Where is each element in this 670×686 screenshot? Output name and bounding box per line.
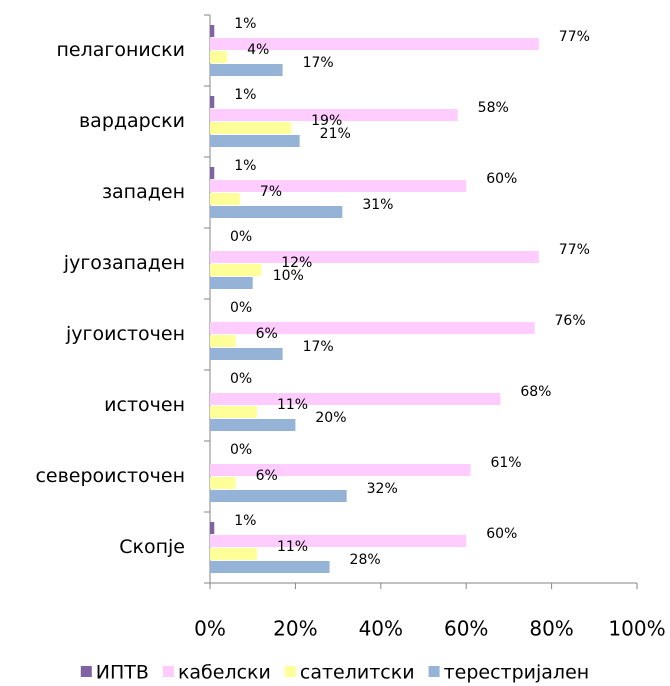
data-label: 21% — [320, 126, 351, 142]
y-tick-label: југоисточен — [65, 323, 185, 345]
bar — [210, 522, 215, 534]
data-label: 1% — [234, 158, 256, 174]
data-label: 4% — [247, 42, 269, 58]
data-label: 1% — [234, 513, 256, 529]
data-label: 60% — [486, 526, 517, 542]
data-label: 28% — [350, 552, 381, 568]
bar — [210, 490, 347, 502]
legend-label: кабелски — [178, 662, 271, 684]
data-label: 6% — [256, 326, 278, 342]
y-tick-label: југозападен — [63, 252, 185, 274]
data-label: 61% — [490, 455, 521, 471]
data-label: 58% — [478, 100, 509, 116]
x-tick-label: 40% — [359, 617, 403, 641]
data-label: 60% — [486, 171, 517, 187]
data-label: 1% — [234, 87, 256, 103]
bar — [210, 135, 300, 147]
data-label: 77% — [559, 29, 590, 45]
data-label: 1% — [234, 16, 256, 32]
data-label: 0% — [230, 442, 252, 458]
legend-swatch — [162, 666, 174, 677]
bar — [210, 38, 539, 50]
bar — [210, 264, 262, 276]
data-label: 32% — [367, 481, 398, 497]
data-label: 0% — [230, 229, 252, 245]
x-tick-label: 60% — [444, 617, 488, 641]
bar — [210, 193, 240, 205]
bar — [210, 419, 296, 431]
bar — [210, 64, 283, 76]
bar — [210, 25, 215, 37]
y-tick-label: западен — [102, 181, 185, 203]
bar — [210, 322, 535, 334]
data-label: 31% — [362, 197, 393, 213]
bar — [210, 96, 215, 108]
legend-label: сателитски — [300, 662, 415, 684]
data-label: 0% — [230, 371, 252, 387]
data-label: 20% — [315, 410, 346, 426]
bar — [210, 277, 253, 289]
bar — [210, 206, 343, 218]
data-label: 10% — [273, 268, 304, 284]
legend-swatch — [428, 666, 440, 677]
data-label: 19% — [311, 113, 342, 129]
bar — [210, 167, 215, 179]
data-label: 77% — [559, 242, 590, 258]
data-label: 11% — [277, 397, 308, 413]
data-label: 7% — [260, 184, 282, 200]
y-tick-label: вардарски — [79, 110, 185, 132]
x-tick-label: 100% — [608, 617, 665, 641]
bar — [210, 477, 236, 489]
bar — [210, 51, 228, 63]
legend-label: ИПТВ — [96, 662, 149, 684]
data-label: 6% — [256, 468, 278, 484]
y-tick-label: пелагониски — [56, 39, 185, 61]
y-tick-label: Скопје — [119, 536, 185, 558]
bar — [210, 335, 236, 347]
bar — [210, 109, 458, 121]
bar — [210, 548, 257, 560]
x-tick-label: 80% — [529, 617, 573, 641]
data-label: 0% — [230, 300, 252, 316]
legend-label: терестријален — [444, 662, 590, 684]
data-label: 12% — [281, 255, 312, 271]
bar — [210, 251, 539, 263]
bar — [210, 180, 467, 192]
bar — [210, 122, 292, 134]
legend-swatch — [80, 666, 92, 677]
bar — [210, 348, 283, 360]
y-tick-label: североисточен — [35, 465, 185, 487]
x-tick-label: 20% — [273, 617, 317, 641]
y-tick-label: источен — [104, 394, 185, 416]
bar — [210, 406, 257, 418]
bar — [210, 464, 471, 476]
data-label: 68% — [520, 384, 551, 400]
data-label: 11% — [277, 539, 308, 555]
legend-swatch — [284, 666, 296, 677]
data-label: 76% — [555, 313, 586, 329]
bar — [210, 535, 467, 547]
bar — [210, 393, 501, 405]
bar — [210, 561, 330, 573]
data-label: 17% — [303, 55, 334, 71]
data-label: 17% — [303, 339, 334, 355]
x-tick-label: 0% — [194, 617, 226, 641]
